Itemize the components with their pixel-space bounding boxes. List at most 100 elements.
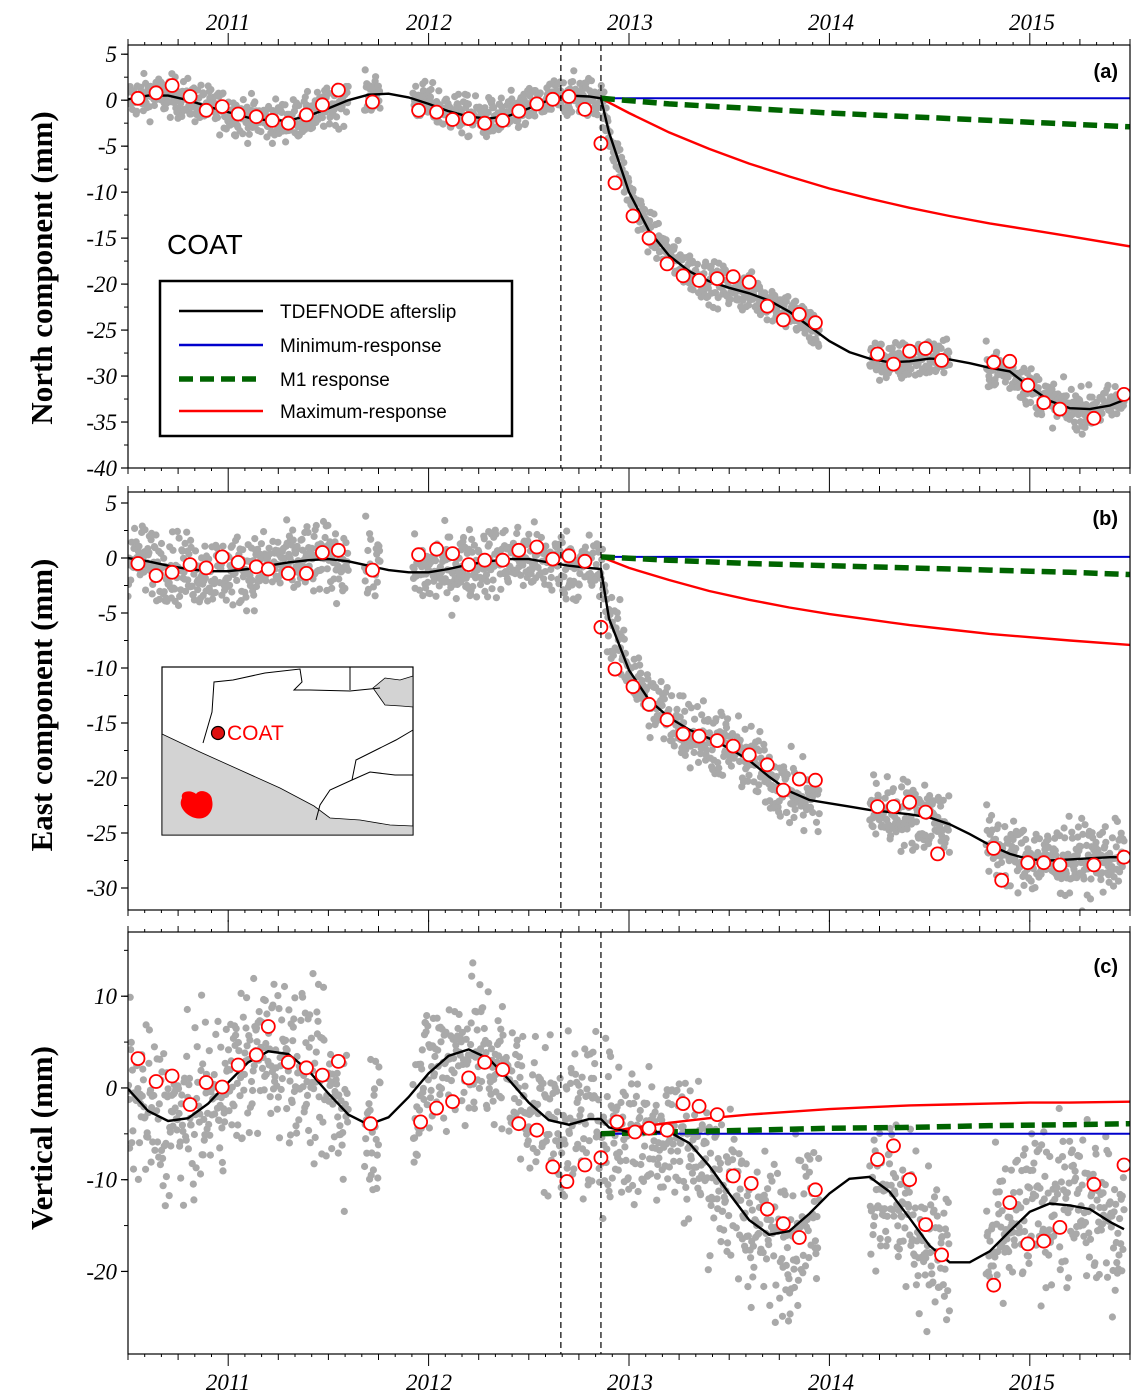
daily-point [724,1239,732,1247]
daily-point [668,1101,676,1109]
daily-point [602,563,610,571]
daily-point [452,595,460,603]
daily-point [871,1213,879,1221]
daily-point [591,1060,599,1068]
daily-point [564,1027,572,1035]
daily-point [262,1070,270,1078]
monthly-point [461,557,477,572]
daily-point [464,100,472,108]
daily-point [1031,1139,1039,1147]
daily-point [1080,875,1088,883]
daily-point [558,1149,566,1157]
daily-point [742,1160,750,1168]
daily-point [554,1130,562,1138]
daily-point [415,586,424,594]
daily-point [563,527,571,535]
daily-point [927,832,935,840]
monthly-point [759,298,775,314]
monthly-point [298,107,314,123]
daily-point [620,626,628,634]
daily-point [328,1145,336,1153]
daily-point [574,593,582,601]
monthly-point [725,738,741,754]
daily-point [1010,1236,1018,1244]
y-tick-label: -10 [86,656,117,681]
daily-point [1078,430,1086,438]
monthly-point [870,346,885,362]
daily-point [488,585,496,593]
daily-point [993,348,1001,356]
daily-point [473,1026,481,1034]
daily-point [241,1049,249,1057]
daily-point [484,593,492,601]
monthly-point [148,85,164,101]
daily-point [760,1282,768,1291]
daily-point [518,1062,526,1070]
daily-point [420,1095,428,1104]
daily-point [636,661,644,669]
daily-point [653,254,661,262]
daily-point [931,1298,939,1306]
daily-point [443,589,451,597]
daily-point [222,1025,230,1033]
x-ticks [127,33,1131,480]
daily-point [693,703,702,711]
daily-point [187,1121,195,1129]
daily-point [579,1195,587,1203]
daily-point [468,972,476,980]
daily-point [525,530,533,538]
daily-point [285,1139,293,1147]
daily-point [616,596,624,604]
daily-point [341,584,349,593]
daily-point [982,337,990,345]
daily-point [482,1049,490,1057]
daily-point [1005,1248,1013,1256]
daily-point [558,539,566,547]
daily-point [234,1038,242,1047]
daily-point [814,1244,822,1252]
daily-point [1066,889,1074,897]
daily-point [940,369,948,377]
daily-point [926,1249,934,1257]
monthly-point [495,552,511,568]
daily-point [721,1197,730,1205]
daily-point [266,1093,274,1101]
plot-area-1: 50-5-10-15-20-25-30 [86,480,1131,922]
daily-point [319,1118,327,1126]
monthly-point [411,102,427,118]
daily-point [247,1077,256,1086]
daily-point [755,781,763,789]
daily-point [670,243,678,251]
daily-point [427,1086,435,1094]
daily-point [909,1211,917,1219]
daily-point [171,1104,179,1112]
daily-point [189,1180,197,1188]
daily-point [274,992,282,1000]
daily-point [147,536,155,544]
daily-point [591,576,599,584]
daily-point [1099,888,1107,896]
daily-point [153,1107,161,1115]
daily-point [714,305,722,313]
daily-point [166,1128,174,1136]
daily-point [902,1283,910,1291]
daily-point [722,1153,731,1161]
daily-point [524,537,532,545]
daily-point [1001,823,1009,831]
daily-point [519,1032,527,1041]
daily-point [1084,851,1092,859]
daily-point [214,1017,222,1025]
daily-point [1022,1198,1030,1206]
y-tick-label: -40 [86,456,117,481]
daily-point [1113,410,1121,418]
monthly-point [511,542,527,558]
daily-point [929,797,938,805]
daily-point [688,1169,697,1177]
daily-point [581,543,590,551]
daily-point [783,1244,792,1252]
daily-point [703,1174,711,1182]
series-line [600,555,1130,647]
monthly-point [477,115,493,131]
daily-point [905,1188,913,1196]
daily-point [442,1028,450,1036]
